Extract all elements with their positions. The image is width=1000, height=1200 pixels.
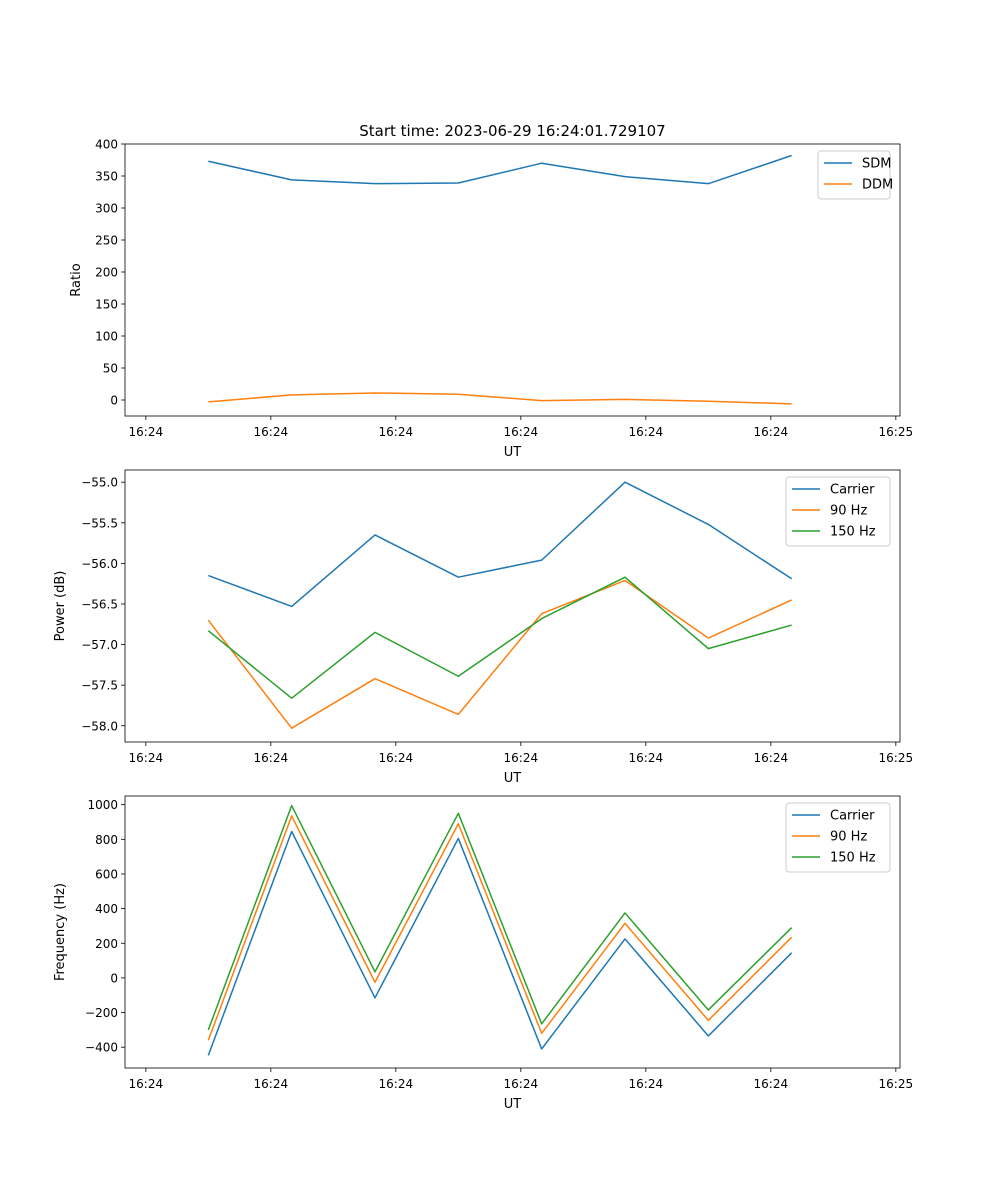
frequency-legend-label: Carrier bbox=[830, 809, 875, 824]
ratio-y-tick-label: 0 bbox=[110, 394, 118, 408]
power-y-tick-label: −57.0 bbox=[81, 638, 118, 652]
power-x-tick-label: 16:24 bbox=[504, 751, 539, 765]
power-axes-frame bbox=[124, 469, 901, 743]
power-series-line-90-hz bbox=[207, 579, 792, 729]
ratio-x-tick-label: 16:25 bbox=[879, 425, 914, 439]
ratio-y-tick-label: 150 bbox=[95, 298, 118, 312]
frequency-y-tick-label: −400 bbox=[85, 1041, 118, 1055]
frequency-x-tick-label: 16:24 bbox=[629, 1077, 664, 1091]
ratio-y-tick-label: 250 bbox=[95, 234, 118, 248]
ratio-y-tick-label: 400 bbox=[95, 138, 118, 152]
frequency-y-tick-label: 0 bbox=[110, 971, 118, 985]
figure-title: Start time: 2023-06-29 16:24:01.729107 bbox=[359, 122, 665, 140]
ratio-y-tick-label: 100 bbox=[95, 330, 118, 344]
ratio-x-tick-label: 16:24 bbox=[129, 425, 164, 439]
ratio-legend-label: SDM bbox=[862, 157, 891, 172]
power-x-tick-label: 16:24 bbox=[754, 751, 789, 765]
power-y-tick-label: −56.5 bbox=[81, 597, 118, 611]
frequency-y-tick-label: −200 bbox=[85, 1006, 118, 1020]
power-legend-label: 90 Hz bbox=[830, 504, 867, 519]
power-y-tick-label: −55.5 bbox=[81, 516, 118, 530]
power-y-tick-label: −57.5 bbox=[81, 679, 118, 693]
frequency-y-axis-label: Frequency (Hz) bbox=[53, 883, 68, 981]
ratio-x-tick-label: 16:24 bbox=[754, 425, 789, 439]
ratio-x-tick-label: 16:24 bbox=[254, 425, 289, 439]
frequency-y-tick-label: 400 bbox=[95, 902, 118, 916]
ratio-x-axis-label: UT bbox=[504, 445, 522, 460]
frequency-legend: Carrier 90 Hz 150 Hz bbox=[785, 802, 891, 873]
frequency-panel: 16:24 16:24 16:24 16:24 16:24 16:24 16:25 UT −40… bbox=[53, 795, 914, 1112]
frequency-legend-label: 90 Hz bbox=[830, 830, 867, 845]
ratio-y-axis-label: Ratio bbox=[69, 263, 84, 296]
power-x-tick-label: 16:24 bbox=[254, 751, 289, 765]
power-y-tick-label: −56.0 bbox=[81, 557, 118, 571]
power-series-group bbox=[207, 481, 793, 729]
ratio-legend-label: DDM bbox=[862, 178, 893, 193]
ratio-series-line-sdm bbox=[208, 154, 792, 185]
power-x-axis-label: UT bbox=[504, 771, 522, 786]
frequency-legend-box bbox=[785, 802, 891, 873]
ratio-y-axis: 0 50 100 150 200 250 300 350 400 bbox=[95, 138, 125, 408]
ratio-series-group bbox=[208, 154, 792, 405]
power-series-line-carrier bbox=[208, 481, 793, 608]
power-legend-label: 150 Hz bbox=[830, 525, 876, 540]
power-x-tick-label: 16:25 bbox=[879, 751, 914, 765]
power-x-axis: 16:24 16:24 16:24 16:24 16:24 16:24 16:25 bbox=[129, 742, 914, 765]
frequency-y-tick-label: 200 bbox=[95, 937, 118, 951]
frequency-x-tick-label: 16:24 bbox=[504, 1077, 539, 1091]
power-panel: 16:24 16:24 16:24 16:24 16:24 16:24 16:25 UT −58… bbox=[53, 469, 914, 786]
ratio-y-tick-label: 350 bbox=[95, 170, 118, 184]
frequency-series-line-150-hz bbox=[207, 804, 793, 1031]
frequency-axes-frame bbox=[124, 795, 901, 1069]
ratio-series-line-ddm bbox=[208, 392, 792, 405]
frequency-x-axis: 16:24 16:24 16:24 16:24 16:24 16:24 16:25 bbox=[129, 1068, 914, 1091]
power-y-axis: −58.0 −57.5 −57.0 −56.5 −56.0 −55.5 −55.0 bbox=[81, 476, 125, 733]
frequency-x-axis-label: UT bbox=[504, 1097, 522, 1112]
frequency-x-tick-label: 16:24 bbox=[379, 1077, 414, 1091]
power-x-tick-label: 16:24 bbox=[629, 751, 664, 765]
power-y-tick-label: −55.0 bbox=[81, 476, 118, 490]
frequency-x-tick-label: 16:25 bbox=[879, 1077, 914, 1091]
ratio-x-tick-label: 16:24 bbox=[379, 425, 414, 439]
ratio-legend: SDM DDM bbox=[817, 150, 893, 200]
power-series-line-150-hz bbox=[207, 576, 792, 699]
frequency-x-tick-label: 16:24 bbox=[754, 1077, 789, 1091]
power-legend: Carrier 90 Hz 150 Hz bbox=[785, 476, 891, 547]
power-legend-box bbox=[785, 476, 891, 547]
power-y-axis-label: Power (dB) bbox=[53, 571, 68, 642]
frequency-legend-label: 150 Hz bbox=[830, 851, 876, 866]
frequency-x-tick-label: 16:24 bbox=[254, 1077, 289, 1091]
ratio-panel: 16:24 16:24 16:24 16:24 16:24 16:24 16:25 UT 0 50… bbox=[69, 138, 913, 461]
frequency-series-line-90-hz bbox=[207, 815, 793, 1041]
frequency-series-line-carrier bbox=[207, 830, 793, 1056]
power-x-tick-label: 16:24 bbox=[379, 751, 414, 765]
power-x-tick-label: 16:24 bbox=[129, 751, 164, 765]
ratio-y-tick-label: 50 bbox=[103, 362, 118, 376]
ratio-y-tick-label: 200 bbox=[95, 266, 118, 280]
power-legend-label: Carrier bbox=[830, 483, 875, 498]
frequency-y-tick-label: 800 bbox=[95, 833, 118, 847]
ratio-axes-frame bbox=[124, 143, 901, 417]
frequency-series-group bbox=[207, 804, 793, 1056]
ratio-x-tick-label: 16:24 bbox=[504, 425, 539, 439]
frequency-x-tick-label: 16:24 bbox=[129, 1077, 164, 1091]
ratio-y-tick-label: 300 bbox=[95, 202, 118, 216]
ratio-x-tick-label: 16:24 bbox=[629, 425, 664, 439]
frequency-y-tick-label: 600 bbox=[95, 867, 118, 881]
frequency-y-tick-label: 1000 bbox=[87, 798, 118, 812]
ratio-x-axis: 16:24 16:24 16:24 16:24 16:24 16:24 16:25 bbox=[129, 416, 914, 439]
power-y-tick-label: −58.0 bbox=[81, 719, 118, 733]
frequency-y-axis: −400 −200 0 200 400 600 800 1000 bbox=[85, 798, 125, 1055]
